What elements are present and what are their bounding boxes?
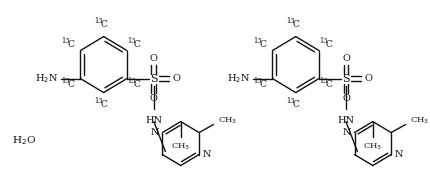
Text: N: N <box>203 150 212 159</box>
Text: O: O <box>364 74 372 83</box>
Text: N: N <box>395 150 403 159</box>
Text: CH$_3$: CH$_3$ <box>171 142 190 152</box>
Text: C: C <box>292 20 299 29</box>
Text: HN: HN <box>338 116 354 125</box>
Text: 13: 13 <box>253 77 261 85</box>
Text: C: C <box>259 80 266 89</box>
Text: O: O <box>150 54 158 63</box>
Text: C: C <box>259 40 266 49</box>
Text: 13: 13 <box>319 37 328 45</box>
Text: 13: 13 <box>94 17 103 25</box>
Text: HN: HN <box>145 116 163 125</box>
Text: O: O <box>342 94 350 103</box>
Text: S: S <box>342 74 350 84</box>
Text: CH$_3$: CH$_3$ <box>363 142 382 152</box>
Text: C: C <box>292 100 299 109</box>
Text: C: C <box>133 80 140 89</box>
Text: 13: 13 <box>127 77 136 85</box>
Text: CH$_3$: CH$_3$ <box>218 115 237 126</box>
Text: C: C <box>100 100 107 109</box>
Text: 13: 13 <box>94 97 103 104</box>
Text: O: O <box>172 74 180 83</box>
Text: H$_2$O: H$_2$O <box>12 134 37 147</box>
Text: C: C <box>100 20 107 29</box>
Text: C: C <box>326 40 332 49</box>
Text: C: C <box>67 40 74 49</box>
Text: C: C <box>133 40 140 49</box>
Text: C: C <box>326 80 332 89</box>
Text: 13: 13 <box>319 77 328 85</box>
Text: O: O <box>150 94 158 103</box>
Text: S: S <box>150 74 158 84</box>
Text: C: C <box>67 80 74 89</box>
Text: 13: 13 <box>286 97 295 104</box>
Text: 13: 13 <box>253 37 261 45</box>
Text: N: N <box>342 128 351 137</box>
Text: 13: 13 <box>61 77 70 85</box>
Text: 13: 13 <box>286 17 295 25</box>
Text: N: N <box>150 128 159 137</box>
Text: 13: 13 <box>127 37 136 45</box>
Text: H$_2$N: H$_2$N <box>227 72 250 85</box>
Text: CH$_3$: CH$_3$ <box>410 115 430 126</box>
Text: H$_2$N: H$_2$N <box>35 72 58 85</box>
Text: O: O <box>342 54 350 63</box>
Text: 13: 13 <box>61 37 70 45</box>
